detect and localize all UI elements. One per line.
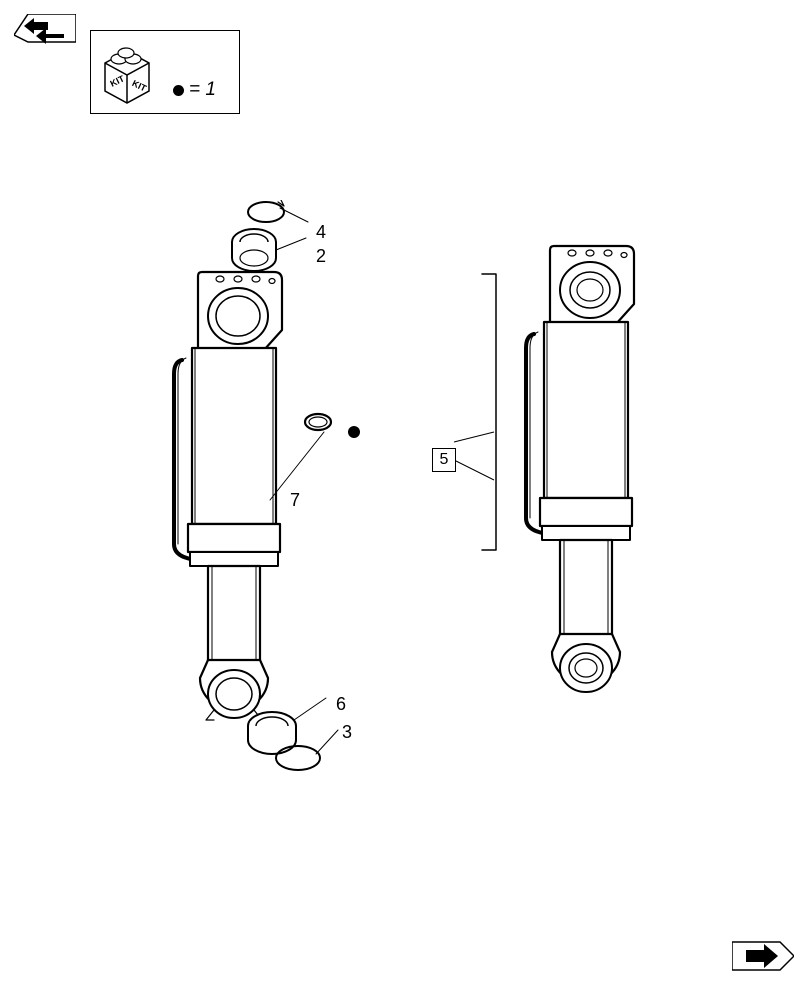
- kit-dot-icon: [173, 85, 184, 96]
- callout-4: 4: [316, 222, 326, 243]
- callout-3: 3: [342, 722, 352, 743]
- left-cylinder-assembly: [110, 200, 370, 800]
- callout-2: 2: [316, 246, 326, 267]
- kit-box-icon: KIT KIT: [99, 37, 155, 105]
- kit-legend-panel: KIT KIT = 1: [90, 30, 240, 114]
- ref-5-label: 5: [440, 451, 449, 469]
- diagram-canvas: KIT KIT = 1: [0, 0, 812, 1000]
- nav-forward-icon[interactable]: [732, 930, 794, 978]
- kit-legend-text: = 1: [189, 79, 216, 101]
- right-cylinder-assembly: [480, 240, 690, 800]
- callout-6: 6: [336, 694, 346, 715]
- callout-7: 7: [290, 490, 300, 511]
- nav-back-icon[interactable]: [14, 14, 76, 56]
- ref-5-box: 5: [432, 448, 456, 472]
